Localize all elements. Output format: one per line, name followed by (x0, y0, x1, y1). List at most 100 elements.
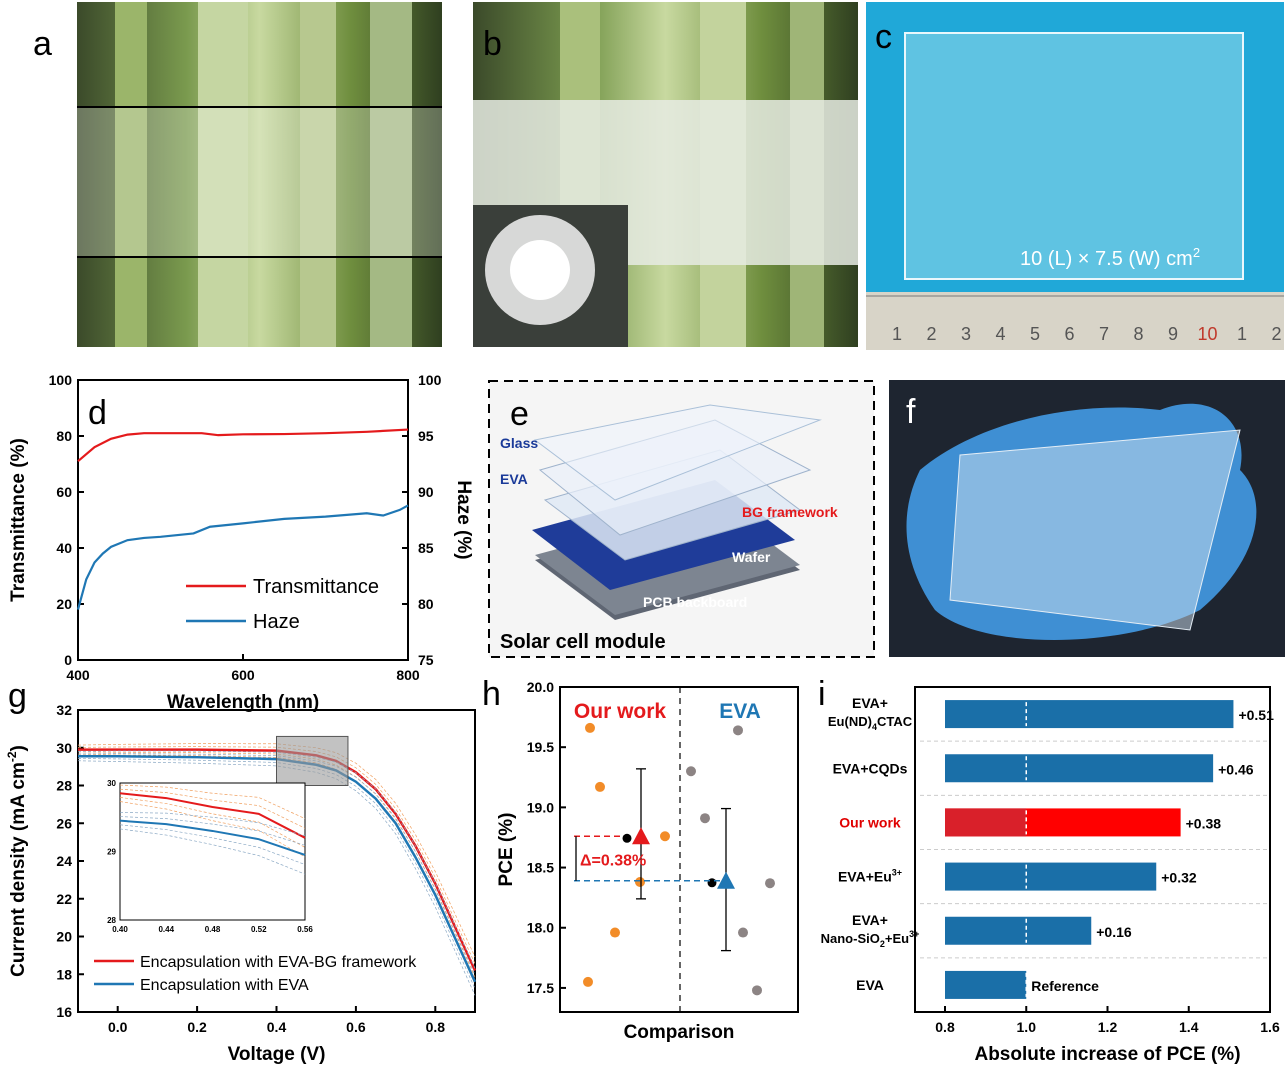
inset-y-tick: 30 (107, 779, 116, 788)
data-point (700, 813, 710, 824)
y-tick-label: 40 (56, 540, 72, 556)
y-tick-label: 26 (56, 815, 72, 831)
y-tick-label: 60 (56, 484, 72, 500)
label-glass: Glass (500, 435, 538, 451)
data-point (765, 878, 775, 889)
category-label: Our work (839, 814, 901, 830)
subscript: 4 (872, 722, 877, 732)
inset-curve (119, 792, 306, 839)
replicate-curve (77, 743, 476, 958)
chart-d: 400 600 800 0 20 40 60 80 100 75 80 85 90 95 100 Wavele… (8, 372, 474, 713)
inset-x-tick: 0.52 (251, 925, 267, 934)
data-point (752, 985, 762, 996)
ruler-digit: 7 (1099, 324, 1109, 344)
y-axis-sup: -2 (5, 751, 19, 762)
label-bg-framework: BG framework (742, 504, 838, 520)
plot-frame (914, 686, 1271, 1013)
x-tick-label: 0.8 (935, 1019, 955, 1035)
bar (945, 700, 1234, 729)
inset-x-tick: 0.40 (112, 925, 128, 934)
y-axis-label: Transmittance (%) (8, 438, 29, 602)
y2-tick-label: 100 (418, 372, 442, 388)
legend-label: Haze (253, 611, 300, 633)
ruler-digits: 1 2 3 4 5 6 7 8 9 10 1 2 (892, 324, 1282, 344)
ruler-digit: 5 (1030, 324, 1040, 344)
category-label: EVA+Eu3+ (838, 868, 902, 885)
inset-curve (119, 816, 306, 846)
panel-label-f: f (906, 393, 916, 431)
x-tick-label: 600 (231, 667, 255, 683)
inset-y-tick: 29 (107, 848, 116, 857)
inset-y-tick: 28 (107, 916, 116, 925)
y2-tick-label: 75 (418, 652, 434, 668)
replicate-curve (77, 753, 476, 976)
chart-h: 17.5 18.0 18.5 19.0 19.5 20.0 Comparison PCE (%… (482, 675, 799, 1043)
y-tick-label: 18.5 (527, 860, 554, 876)
data-point (635, 877, 645, 887)
ruler-digit: 3 (961, 324, 971, 344)
zoom-box (276, 735, 349, 787)
x-tick-label: 0.4 (267, 1019, 287, 1035)
legend-label: Transmittance (253, 576, 379, 598)
diagram-e: Glass EVA BG framework Wafer PCB backboa… (488, 380, 875, 658)
bar (945, 916, 1092, 945)
inset-curve (119, 819, 306, 856)
y-tick-label: 80 (56, 428, 72, 444)
series-line-haze (76, 504, 409, 610)
superscript: 3+ (892, 868, 902, 878)
y2-tick-label: 90 (418, 484, 434, 500)
inset-curve (119, 788, 306, 829)
label-wafer: Wafer (732, 549, 771, 565)
ruler-digit: 2 (926, 324, 936, 344)
bar-value-label: +0.38 (1186, 815, 1222, 831)
ruler-digit: 1 (1237, 324, 1247, 344)
y-tick-label: 30 (56, 740, 72, 756)
ruler-digit: 10 (1197, 324, 1217, 344)
replicate-curve (77, 750, 476, 969)
x-tick-label: 0.8 (426, 1019, 446, 1035)
inset-curve (119, 797, 306, 848)
x-tick-label: 1.6 (1260, 1019, 1280, 1035)
bar (945, 970, 1027, 999)
y-axis-label: PCE (%) (496, 813, 517, 887)
replicate-curve (77, 758, 476, 989)
y-tick-label: 20 (56, 929, 72, 945)
x-tick-label: 0.2 (187, 1019, 207, 1035)
median-point (707, 878, 717, 888)
bar (945, 754, 1214, 783)
ruler-digit: 9 (1168, 324, 1178, 344)
x-axis-label: Wavelength (nm) (167, 692, 319, 713)
bar-value-label: +0.32 (1161, 870, 1197, 886)
chart-g: 0.0 0.2 0.4 0.6 0.8 16 18 20 22 24 26 28 30 32 Voltage… (5, 677, 477, 1065)
bar-value-label: +0.51 (1238, 707, 1274, 723)
inset-x-tick: 0.44 (158, 925, 174, 934)
group-title: EVA (719, 700, 761, 723)
module-title: Solar cell module (500, 631, 666, 653)
chart-i: 0.8 1.0 1.2 1.4 1.6 Absolute increase of PCE … (818, 675, 1280, 1065)
category-label: Eu(ND)4CTAC (828, 714, 913, 732)
bar-value-label: +0.46 (1218, 761, 1254, 777)
y-tick-label: 28 (56, 778, 72, 794)
inset-curve (119, 828, 306, 875)
bar (945, 862, 1157, 891)
bar-value-label: Reference (1031, 978, 1099, 994)
photo-c: 10 (L) × 7.5 (W) cm2 1 2 3 4 5 6 7 8 9 10 1 2 c (866, 2, 1284, 350)
panel-label-i: i (818, 675, 826, 713)
y-tick-label: 17.5 (527, 980, 554, 996)
y-tick-label: 19.5 (527, 739, 554, 755)
ruler-digit: 1 (892, 324, 902, 344)
replicate-curve (77, 746, 476, 964)
panel-label-b: b (483, 25, 502, 63)
jv-curve (78, 754, 477, 983)
inset-x-tick: 0.48 (205, 925, 221, 934)
y-tick-label: 18 (56, 966, 72, 982)
y2-tick-label: 95 (418, 428, 434, 444)
label-tail: CTAC (877, 714, 913, 729)
legend-label: Encapsulation with EVA-BG framework (140, 954, 417, 971)
series-line-transmittance (77, 428, 409, 463)
y-axis-end: ) (8, 745, 29, 751)
mean-marker (632, 827, 650, 845)
inset-curve (119, 801, 306, 858)
group-title: Our work (574, 700, 667, 723)
bar-reference-part (945, 808, 1027, 837)
